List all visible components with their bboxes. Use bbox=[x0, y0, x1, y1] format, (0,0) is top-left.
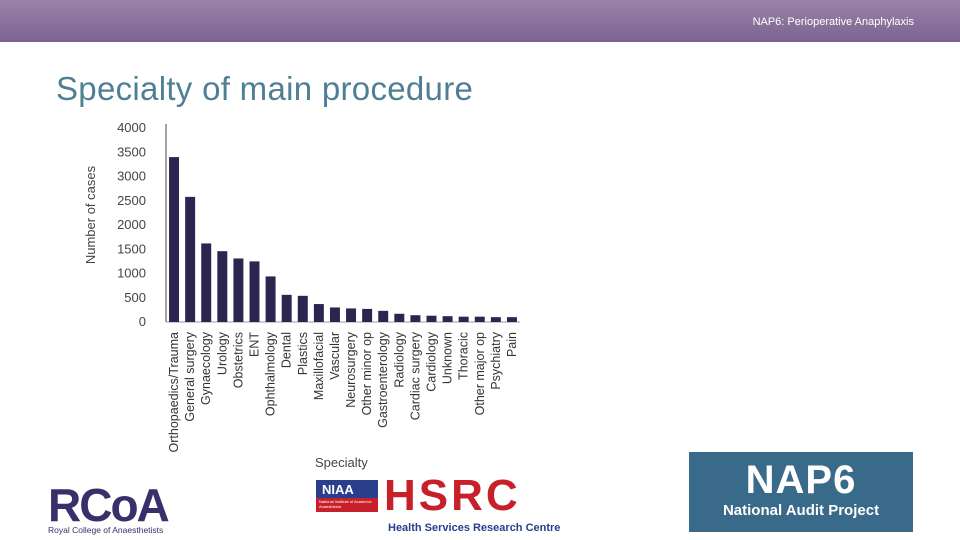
nap6-logo-name: NAP6 bbox=[745, 458, 857, 502]
x-tick-label: Orthopaedics/Trauma bbox=[167, 332, 181, 452]
niaa-logo-subtitle: National Institute of Academic Anaesthes… bbox=[319, 499, 372, 509]
nap6-logo-subtitle: National Audit Project bbox=[722, 502, 880, 519]
bar bbox=[458, 316, 469, 322]
x-tick-label: Cardiology bbox=[425, 331, 439, 392]
x-tick-label: Thoracic bbox=[457, 332, 471, 380]
x-tick-label: Neurosurgery bbox=[344, 331, 358, 407]
x-tick-label: Cardiac surgery bbox=[408, 331, 422, 420]
bar bbox=[346, 308, 357, 322]
x-tick-label: Maxillofacial bbox=[312, 332, 326, 400]
bar bbox=[410, 315, 421, 322]
x-tick-label: Radiology bbox=[392, 331, 406, 387]
y-tick-label: 1500 bbox=[117, 241, 146, 256]
bar bbox=[217, 251, 228, 322]
x-tick-label: Psychiatry bbox=[489, 331, 503, 389]
rcoa-logo-letters: RCoA bbox=[48, 479, 170, 531]
x-tick-label: Unknown bbox=[441, 332, 455, 384]
bar bbox=[426, 315, 437, 322]
x-tick-label: Gynaecology bbox=[199, 331, 213, 405]
x-tick-label: Other major op bbox=[473, 332, 487, 415]
bar bbox=[394, 313, 405, 322]
hsrc-logo-subtitle: Health Services Research Centre bbox=[388, 522, 561, 534]
bar bbox=[329, 307, 340, 322]
bar bbox=[265, 276, 276, 322]
bar bbox=[297, 295, 308, 322]
y-axis-title: Number of cases bbox=[83, 165, 98, 264]
rcoa-logo: RCoA Royal College of Anaesthetists bbox=[46, 478, 196, 540]
x-tick-label: Vascular bbox=[328, 332, 342, 380]
x-tick-label: Gastroenterology bbox=[376, 331, 390, 428]
bar bbox=[169, 157, 180, 322]
y-tick-label: 2000 bbox=[117, 217, 146, 232]
x-tick-label: Pain bbox=[505, 332, 519, 357]
bar bbox=[474, 316, 485, 322]
x-tick-label: Ophthalmology bbox=[264, 331, 278, 416]
bar bbox=[506, 317, 517, 322]
bar bbox=[201, 243, 212, 322]
x-tick-label: Urology bbox=[215, 331, 229, 375]
niaa-logo-stripe bbox=[316, 498, 378, 512]
niaa-logo-name: NIAA bbox=[322, 482, 354, 497]
rcoa-logo-subtitle: Royal College of Anaesthetists bbox=[48, 525, 164, 535]
x-tick-label: Plastics bbox=[296, 332, 310, 375]
y-tick-label: 4000 bbox=[117, 120, 146, 135]
niaa-logo: NIAA National Institute of Academic Anae… bbox=[316, 480, 378, 512]
bar bbox=[233, 258, 244, 322]
x-tick-label: Obstetrics bbox=[231, 332, 245, 388]
bar bbox=[378, 310, 389, 322]
nap6-logo: NAP6 National Audit Project bbox=[689, 452, 913, 532]
hsrc-logo: HSRC bbox=[384, 471, 521, 520]
header-bar: NAP6: Perioperative Anaphylaxis bbox=[0, 0, 960, 42]
bar bbox=[442, 316, 453, 322]
header-title: NAP6: Perioperative Anaphylaxis bbox=[752, 16, 914, 28]
y-tick-label: 3000 bbox=[117, 169, 146, 184]
y-tick-label: 500 bbox=[124, 290, 146, 305]
bar bbox=[490, 317, 501, 322]
bar bbox=[313, 304, 324, 322]
y-tick-label: 2500 bbox=[117, 193, 146, 208]
x-tick-label: Other minor op bbox=[360, 332, 374, 415]
x-tick-label: General surgery bbox=[183, 331, 197, 421]
slide-title: Specialty of main procedure bbox=[56, 70, 474, 107]
bar bbox=[185, 196, 196, 322]
x-axis-title: Specialty bbox=[315, 455, 368, 470]
y-tick-label: 1000 bbox=[117, 266, 146, 281]
bar bbox=[249, 261, 260, 322]
bar bbox=[362, 308, 373, 322]
x-tick-label: Dental bbox=[280, 332, 294, 368]
x-tick-label: ENT bbox=[248, 332, 262, 357]
bar bbox=[281, 294, 292, 322]
y-tick-label: 0 bbox=[139, 314, 146, 329]
y-tick-label: 3500 bbox=[117, 144, 146, 159]
